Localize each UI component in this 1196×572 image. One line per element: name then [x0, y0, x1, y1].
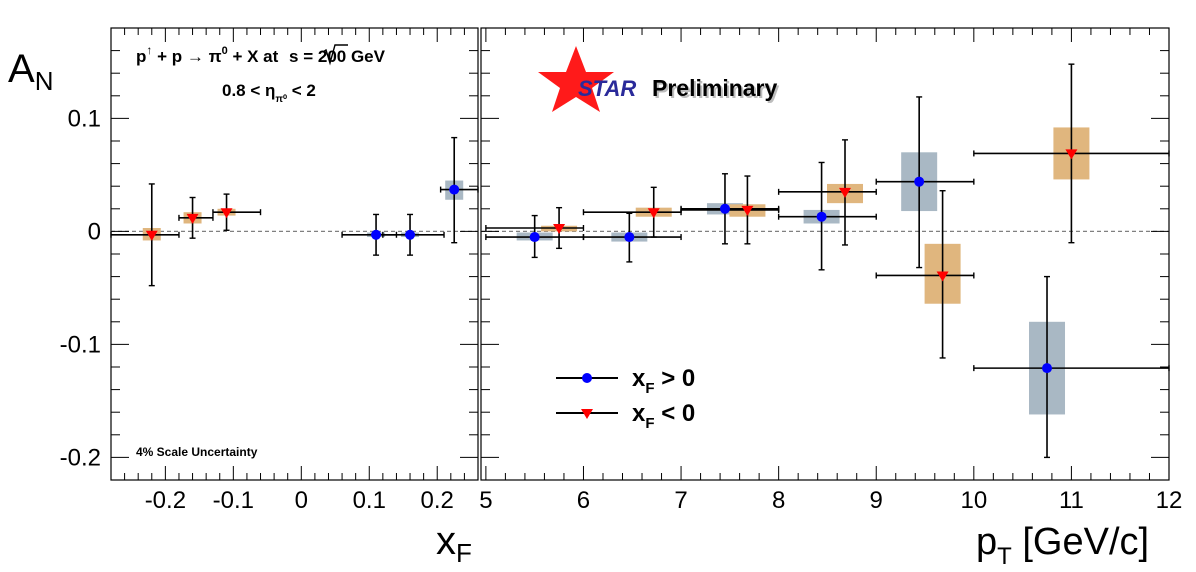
y-axis-title: AN [8, 47, 53, 96]
star-icon [538, 46, 614, 112]
x-axis-title-xf: xF [436, 519, 472, 568]
marker-circle [405, 229, 416, 240]
marker-circle [449, 184, 460, 195]
marker-circle [529, 232, 540, 243]
y-tick-label: -0.2 [60, 444, 101, 471]
x-tick-label-pT: 10 [960, 487, 987, 514]
preliminary-shadow: Preliminary [654, 77, 779, 103]
x-axis-title-pt: pT [GeV/c] [976, 521, 1149, 570]
preliminary-text: Preliminary [652, 75, 777, 101]
legend-label-pos: xF > 0 [632, 365, 695, 397]
marker-triangle [145, 230, 158, 241]
x-tick-label-xF: 0 [295, 487, 308, 514]
star-logo-text: STAR [578, 76, 636, 101]
marker-triangle [647, 208, 660, 219]
eta-range-label: 0.8 < ηπ⁰ < 2 [222, 81, 316, 105]
reaction-label: p↑ + p → π0 + X at s = 200 GeV [136, 43, 386, 66]
marker-circle [371, 229, 382, 240]
marker-circle [624, 232, 635, 243]
marker-circle [816, 211, 827, 222]
y-tick-label: 0 [88, 218, 101, 245]
marker-triangle [936, 271, 949, 282]
data-markers [145, 149, 1078, 374]
marker-circle [1042, 363, 1053, 374]
x-tick-label-xF: -0.1 [213, 487, 254, 514]
x-tick-label-xF: 0.1 [353, 487, 386, 514]
x-tick-label-xF: 0.2 [421, 487, 454, 514]
legend-label-neg: xF < 0 [632, 400, 695, 432]
y-tick-label: 0.1 [68, 105, 101, 132]
marker-triangle [741, 205, 754, 216]
marker-triangle [1065, 149, 1078, 160]
legend-marker-neg [581, 409, 593, 419]
x-tick-label-pT: 12 [1156, 487, 1183, 514]
x-tick-label-pT: 9 [870, 487, 883, 514]
y-tick-label: -0.1 [60, 331, 101, 358]
star-preliminary-logo: STAR Preliminary Preliminary [538, 46, 779, 112]
x-tick-label-pT: 8 [772, 487, 785, 514]
x-tick-label-pT: 5 [479, 487, 492, 514]
x-tick-label-pT: 6 [577, 487, 590, 514]
x-tick-label-pT: 11 [1059, 487, 1084, 514]
x-tick-label-xF: -0.2 [145, 487, 186, 514]
marker-triangle [186, 213, 199, 224]
scale-uncertainty-note: 4% Scale Uncertainty [136, 445, 258, 459]
legend-marker-pos [582, 373, 592, 383]
x-tick-label-pT: 7 [674, 487, 687, 514]
systematic-boxes [142, 127, 1090, 415]
marker-circle [719, 203, 730, 214]
axis-ticks: -0.2 -0.1 0 0.1 0.2 5 6 7 8 9 10 11 12 -0.2 -0.1 0 0.1 [60, 27, 1183, 514]
error-bars [110, 63, 1170, 459]
marker-circle [914, 176, 925, 187]
marker-triangle [553, 224, 566, 235]
legend: xF > 0 xF < 0 [556, 365, 695, 432]
sqrt-sign [322, 44, 348, 66]
marker-triangle [839, 187, 852, 198]
marker-triangle [220, 208, 233, 219]
